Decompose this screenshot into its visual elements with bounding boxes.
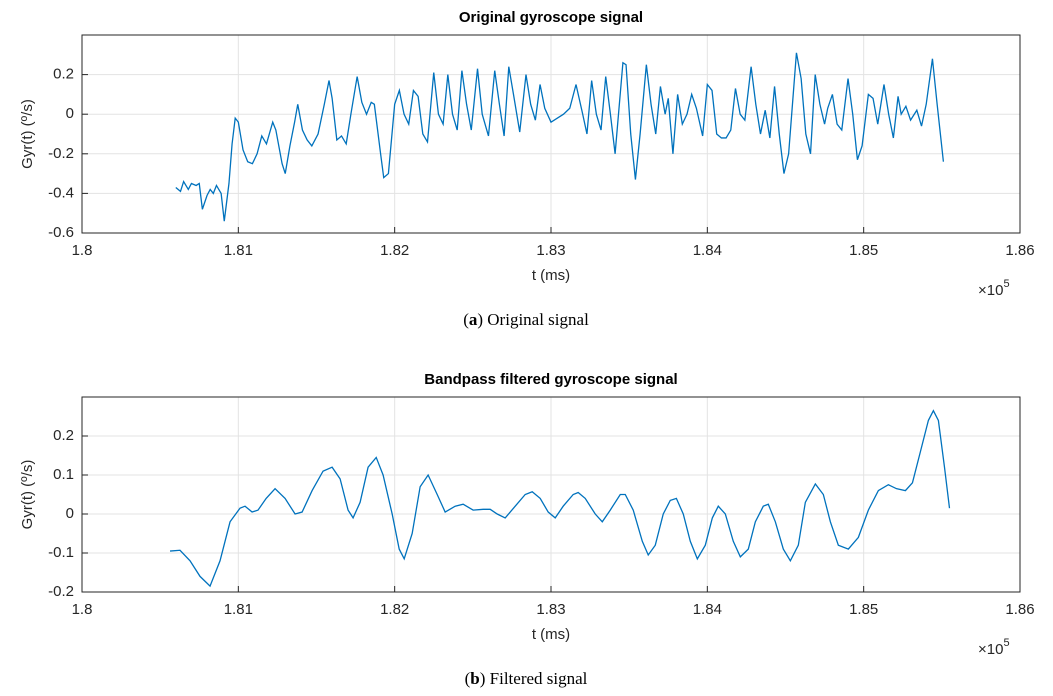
x-tick-label: 1.84 <box>693 242 722 259</box>
caption: (a) Original signal <box>463 310 589 329</box>
caption-label: a <box>469 310 478 329</box>
x-tick-label: 1.82 <box>380 601 409 618</box>
x-scale-exponent: 5 <box>1003 637 1009 649</box>
y-tick-label: -0.6 <box>48 224 74 241</box>
y-tick-label: 0.2 <box>53 66 74 83</box>
x-tick-label: 1.84 <box>693 601 722 618</box>
x-scale-exponent: 5 <box>1003 278 1009 290</box>
x-scale-factor: ×105 <box>978 278 1010 299</box>
x-scale-base: ×10 <box>978 282 1003 299</box>
caption-label: b <box>470 669 479 688</box>
data-line <box>175 52 945 222</box>
y-tick-label: 0.2 <box>53 427 74 444</box>
axes-box <box>81 396 1021 593</box>
x-tick-label: 1.85 <box>849 601 878 618</box>
x-tick-label: 1.83 <box>536 601 565 618</box>
caption-text: Original signal <box>487 310 589 329</box>
y-tick-label: 0.1 <box>53 466 74 483</box>
y-tick-label: -0.2 <box>48 583 74 600</box>
x-tick-label: 1.81 <box>224 242 253 259</box>
x-tick-label: 1.86 <box>1005 242 1034 259</box>
y-tick-label: -0.2 <box>48 145 74 162</box>
data-line <box>169 409 951 588</box>
x-tick-label: 1.86 <box>1005 601 1034 618</box>
x-axis-label: t (ms) <box>532 626 570 643</box>
caption-paren: ( <box>465 669 471 688</box>
x-tick-label: 1.85 <box>849 242 878 259</box>
axes-box <box>81 34 1021 234</box>
caption: (b) Filtered signal <box>465 669 588 688</box>
y-tick-label: -0.1 <box>48 544 74 561</box>
x-tick-label: 1.81 <box>224 601 253 618</box>
chart-title: Original gyroscope signal <box>459 9 643 26</box>
caption-paren: ) <box>477 310 487 329</box>
x-tick-label: 1.82 <box>380 242 409 259</box>
x-tick-label: 1.83 <box>536 242 565 259</box>
caption-paren: ) <box>480 669 490 688</box>
x-tick-label: 1.8 <box>72 601 93 618</box>
chart-title: Bandpass filtered gyroscope signal <box>424 371 677 388</box>
x-tick-label: 1.8 <box>72 242 93 259</box>
x-axis-label: t (ms) <box>532 267 570 284</box>
y-axis-label: Gyr(t) (º/s) <box>19 99 36 169</box>
caption-paren: ( <box>463 310 469 329</box>
y-tick-label: 0 <box>66 105 74 122</box>
y-tick-label: 0 <box>66 505 74 522</box>
x-scale-base: ×10 <box>978 641 1003 658</box>
y-axis-label: Gyr(t) (º/s) <box>19 460 36 530</box>
caption-text: Filtered signal <box>490 669 588 688</box>
x-scale-factor: ×105 <box>978 637 1010 658</box>
y-tick-label: -0.4 <box>48 184 74 201</box>
